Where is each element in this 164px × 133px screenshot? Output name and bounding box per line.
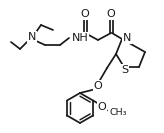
Text: O: O — [98, 101, 106, 111]
Text: O: O — [81, 9, 89, 19]
Text: N: N — [123, 33, 131, 43]
Text: NH: NH — [72, 33, 89, 43]
Text: N: N — [28, 32, 36, 42]
Text: CH₃: CH₃ — [110, 108, 127, 117]
Text: O: O — [94, 81, 102, 91]
Text: S: S — [121, 65, 129, 75]
Text: O: O — [107, 9, 115, 19]
